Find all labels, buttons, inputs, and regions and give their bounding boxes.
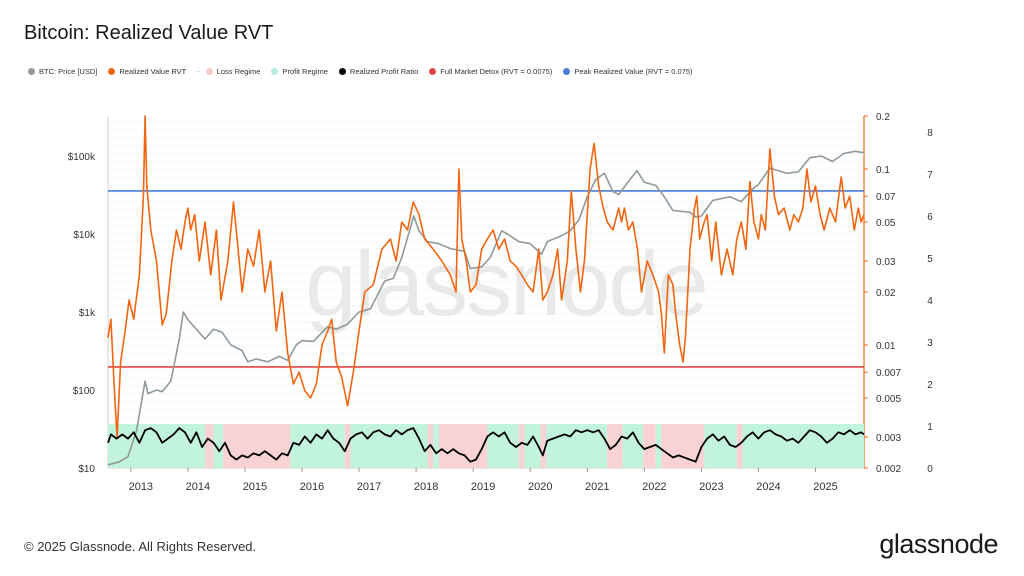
legend-label: Loss Regime xyxy=(216,66,261,76)
legend-dash-marker: - xyxy=(197,66,200,76)
ratio-axis-tick-label: 4 xyxy=(927,296,933,307)
legend-item[interactable]: BTC: Price [USD] xyxy=(28,67,97,76)
rvt-line xyxy=(107,115,865,438)
legend-swatch xyxy=(338,67,346,75)
rvt-axis-tick-label: 0.1 xyxy=(876,165,890,176)
x-axis-tick-label: 2021 xyxy=(585,481,609,493)
profit-regime-band xyxy=(622,424,644,468)
left-axis-tick-label: $1k xyxy=(79,308,96,319)
loss-regime-band xyxy=(223,424,291,468)
rvt-axis-tick-label: 0.07 xyxy=(876,192,896,203)
left-axis-tick-label: $100k xyxy=(68,152,96,163)
legend-swatch xyxy=(108,67,116,75)
legend-label: Profit Regime xyxy=(282,66,328,76)
legend-swatch xyxy=(271,67,279,75)
x-axis-tick-label: 2018 xyxy=(414,481,438,493)
legend: BTC: Price [USD] Realized Value RVT - Loss … xyxy=(28,65,704,77)
x-axis-tick-label: 2016 xyxy=(300,481,324,493)
x-axis-tick-label: 2019 xyxy=(471,481,495,493)
profit-regime-band xyxy=(213,424,224,468)
legend-item[interactable]: Realized Profit Ratio xyxy=(338,66,419,76)
loss-regime-band xyxy=(438,424,488,468)
x-axis-tick-label: 2015 xyxy=(243,481,267,493)
legend-item[interactable]: - Loss Regime xyxy=(197,67,260,76)
x-axis-tick-label: 2017 xyxy=(357,481,381,493)
rvt-axis-tick-label: 0.01 xyxy=(876,341,896,352)
legend-swatch xyxy=(563,67,571,75)
loss-regime-band xyxy=(736,424,743,468)
rvt-axis-tick-label: 0.02 xyxy=(876,288,896,299)
legend-item[interactable]: Peak Realized Value (RVT = 0.075) xyxy=(563,66,693,76)
left-axis-tick-label: $10k xyxy=(73,230,96,241)
rvt-axis-tick-label: 0.002 xyxy=(876,464,901,475)
legend-label: Full Market Detox (RVT = 0.0075) xyxy=(440,66,553,76)
realized-profit-ratio-line xyxy=(107,427,865,463)
legend-label: BTC: Price [USD] xyxy=(39,66,98,76)
x-axis-tick-label: 2013 xyxy=(129,481,153,493)
rvt-axis-tick-label: 0.03 xyxy=(876,257,896,268)
glassnode-logo: glassnode xyxy=(879,529,998,559)
btc-price-line xyxy=(107,150,865,466)
legend-swatch xyxy=(429,67,437,75)
ratio-axis-tick-label: 0 xyxy=(927,464,933,475)
loss-regime-band xyxy=(540,424,547,468)
x-axis-tick-label: 2014 xyxy=(186,481,210,493)
profit-regime-band xyxy=(524,424,541,468)
rvt-axis-tick-label: 0.05 xyxy=(876,218,896,229)
ratio-axis-tick-label: 6 xyxy=(927,212,933,223)
legend-item[interactable]: Profit Regime xyxy=(271,66,328,76)
rvt-axis-tick-label: 0.003 xyxy=(876,433,901,444)
rvt-axis-tick-label: 0.2 xyxy=(876,112,890,123)
legend-swatch xyxy=(205,67,213,75)
ratio-axis-tick-label: 2 xyxy=(927,380,933,391)
ratio-axis-tick-label: 3 xyxy=(927,338,933,349)
profit-regime-band xyxy=(108,424,205,468)
ratio-axis-tick-label: 1 xyxy=(927,422,933,433)
legend-item[interactable]: Full Market Detox (RVT = 0.0075) xyxy=(429,67,552,76)
loss-regime-band xyxy=(204,424,214,468)
loss-regime-band xyxy=(643,424,656,468)
legend-label: Peak Realized Value (RVT = 0.075) xyxy=(574,66,693,76)
profit-regime-band xyxy=(350,424,428,468)
ratio-axis-tick-label: 7 xyxy=(927,170,933,181)
legend-label: Realized Value RVT xyxy=(119,66,187,76)
ratio-axis-tick-label: 8 xyxy=(927,128,933,139)
x-axis-tick-label: 2023 xyxy=(699,481,723,493)
loss-regime-band xyxy=(518,424,525,468)
loss-regime-band xyxy=(661,424,705,468)
profit-regime-band xyxy=(433,424,439,468)
ratio-axis-tick-label: 5 xyxy=(927,254,933,265)
watermark: glassnode xyxy=(305,233,706,335)
profit-regime-band xyxy=(742,424,864,468)
legend-item[interactable]: Realized Value RVT xyxy=(108,67,186,76)
rvt-axis-tick-label: 0.007 xyxy=(876,368,901,379)
legend-label: Realized Profit Ratio xyxy=(349,66,419,76)
x-axis-tick-label: 2024 xyxy=(756,481,780,493)
x-axis-tick-label: 2022 xyxy=(642,481,666,493)
chart-title: Bitcoin: Realized Value RVT xyxy=(24,22,274,44)
profit-regime-band xyxy=(290,424,345,468)
rvt-axis-tick-label: 0.005 xyxy=(876,394,901,405)
copyright-footer: © 2025 Glassnode. All Rights Reserved. xyxy=(24,539,257,554)
left-axis-tick-label: $100 xyxy=(73,386,96,397)
legend-swatch xyxy=(28,67,35,75)
x-axis-tick-label: 2020 xyxy=(528,481,552,493)
x-axis-tick-label: 2025 xyxy=(813,481,837,493)
left-axis-tick-label: $10 xyxy=(78,464,95,475)
